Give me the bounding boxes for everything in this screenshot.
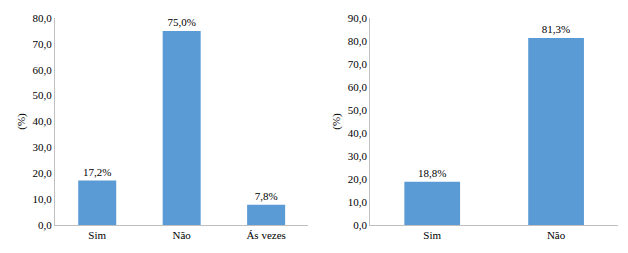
svg-text:Não: Não	[173, 229, 192, 241]
svg-text:17,2%: 17,2%	[83, 166, 111, 178]
svg-text:10,0: 10,0	[348, 196, 368, 208]
svg-text:70,0: 70,0	[33, 38, 53, 50]
svg-text:40,0: 40,0	[33, 115, 53, 127]
svg-text:60,0: 60,0	[33, 64, 53, 76]
svg-text:75,0%: 75,0%	[167, 16, 195, 28]
svg-text:Ás vezes: Ás vezes	[246, 229, 285, 241]
svg-text:Sim: Sim	[423, 229, 441, 241]
svg-text:0,0: 0,0	[38, 219, 52, 231]
svg-text:20,0: 20,0	[348, 173, 368, 185]
svg-text:50,0: 50,0	[348, 104, 368, 116]
svg-text:30,0: 30,0	[33, 141, 53, 153]
svg-text:80,0: 80,0	[33, 12, 53, 24]
svg-text:50,0: 50,0	[33, 89, 53, 101]
svg-text:0,0: 0,0	[353, 219, 367, 231]
svg-text:7,8%: 7,8%	[255, 190, 278, 202]
svg-text:30,0: 30,0	[348, 150, 368, 162]
svg-text:(%): (%)	[15, 113, 28, 130]
svg-text:70,0: 70,0	[348, 58, 368, 70]
svg-text:81,3%: 81,3%	[542, 23, 570, 35]
svg-text:40,0: 40,0	[348, 127, 368, 139]
svg-text:10,0: 10,0	[33, 193, 53, 205]
svg-text:Não: Não	[547, 229, 566, 241]
svg-text:60,0: 60,0	[348, 81, 368, 93]
svg-text:80,0: 80,0	[348, 35, 368, 47]
svg-text:(%): (%)	[330, 113, 343, 130]
svg-text:20,0: 20,0	[33, 167, 53, 179]
svg-text:90,0: 90,0	[348, 12, 368, 24]
svg-text:Sim: Sim	[88, 229, 106, 241]
svg-text:18,8%: 18,8%	[418, 167, 446, 179]
